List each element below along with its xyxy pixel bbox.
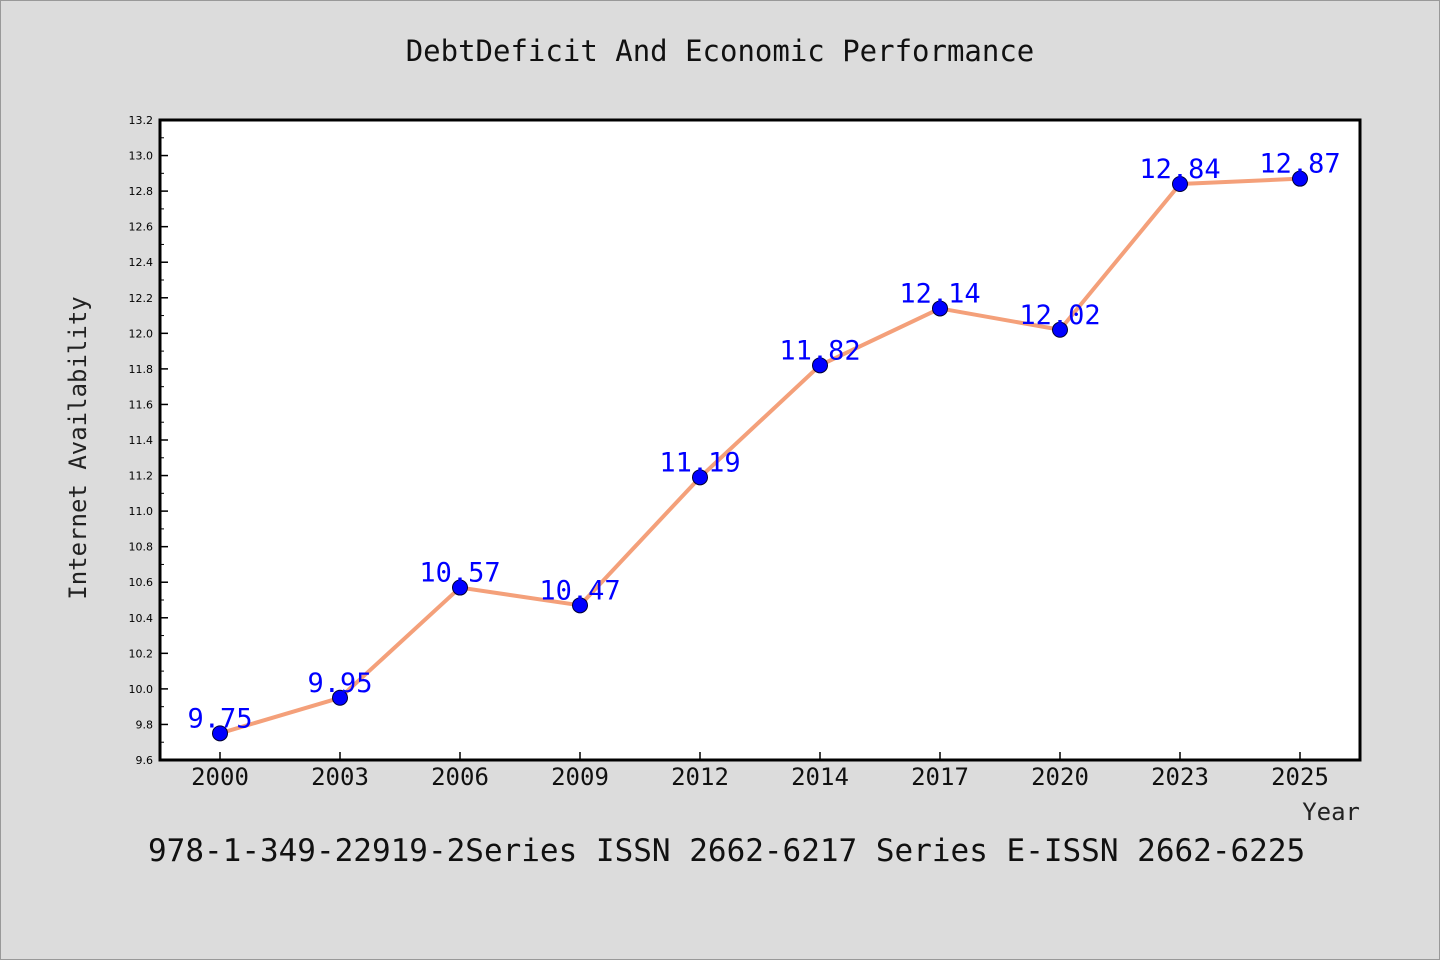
x-tick-label: 2020	[1031, 763, 1089, 791]
x-tick-label: 2009	[551, 763, 609, 791]
x-axis: 2000 2003 2006 2009 2012 2014 2017 2020 2023 2025	[191, 752, 1329, 791]
data-label: 12.87	[1259, 149, 1340, 180]
data-label: 11.19	[659, 447, 740, 478]
y-tick-label: 11.0	[129, 505, 154, 518]
x-tick-label: 2025	[1271, 763, 1329, 791]
y-tick-label: 12.0	[129, 327, 154, 340]
x-tick-label: 2012	[671, 763, 729, 791]
y-tick-label: 10.4	[129, 612, 154, 625]
y-axis-label: Internet Availability	[64, 296, 92, 599]
x-tick-label: 2000	[191, 763, 249, 791]
y-tick-label: 10.8	[129, 541, 154, 554]
data-point	[1172, 176, 1188, 192]
data-point	[692, 469, 708, 486]
data-label: 9.95	[307, 668, 372, 699]
y-tick-label: 11.2	[129, 470, 154, 483]
y-tick-label: 10.6	[129, 576, 154, 589]
y-tick-label: 12.4	[129, 256, 154, 269]
data-point	[332, 689, 348, 706]
data-points	[212, 170, 1308, 742]
data-point	[1052, 321, 1068, 338]
x-tick-label: 2023	[1151, 763, 1209, 791]
data-point	[812, 357, 828, 374]
y-tick-label: 10.2	[129, 647, 154, 660]
plot-area	[158, 118, 1362, 762]
x-tick-label: 2014	[791, 763, 849, 791]
y-tick-label: 12.6	[129, 221, 154, 234]
data-point	[1292, 170, 1308, 187]
y-tick-label: 10.0	[129, 683, 154, 696]
y-axis: 9.6 9.8 10.0 10.2 10.4 10.6 10.8 11.0 11.2 11.4 11…	[129, 114, 168, 767]
x-tick-label: 2003	[311, 763, 369, 791]
y-tick-label: 13.0	[129, 150, 154, 163]
y-tick-label: 12.8	[129, 185, 154, 198]
data-point	[212, 725, 228, 742]
isbn-footer: 978-1-349-22919-2Series ISSN 2662-6217 S…	[148, 833, 1306, 869]
data-label: 12.02	[1019, 300, 1100, 331]
x-tick-label: 2006	[431, 763, 489, 791]
x-axis-label: Year	[1302, 798, 1360, 826]
data-label: 12.84	[1139, 154, 1220, 185]
data-point	[572, 597, 588, 614]
y-tick-label: 9.8	[136, 718, 154, 731]
data-point	[932, 300, 948, 317]
data-label: 9.75	[187, 703, 252, 734]
y-tick-label: 11.8	[129, 363, 154, 376]
y-tick-label: 9.6	[136, 754, 154, 767]
data-label: 11.82	[779, 335, 860, 366]
y-tick-label: 13.2	[129, 114, 154, 127]
chart-title: DebtDeficit And Economic Performance	[405, 34, 1035, 68]
data-point	[452, 579, 468, 596]
y-tick-label: 12.2	[129, 292, 154, 305]
x-tick-label: 2017	[911, 763, 969, 791]
data-labels: 9.75 9.95 10.57 10.47 11.19 11.82 12.14 12.02 12…	[187, 149, 1340, 735]
y-tick-label: 11.4	[129, 434, 154, 447]
series-line	[219, 176, 1301, 736]
y-tick-label: 11.6	[129, 398, 154, 411]
data-label: 12.14	[899, 278, 980, 309]
data-label: 10.47	[539, 575, 620, 606]
data-label: 10.57	[419, 558, 500, 589]
